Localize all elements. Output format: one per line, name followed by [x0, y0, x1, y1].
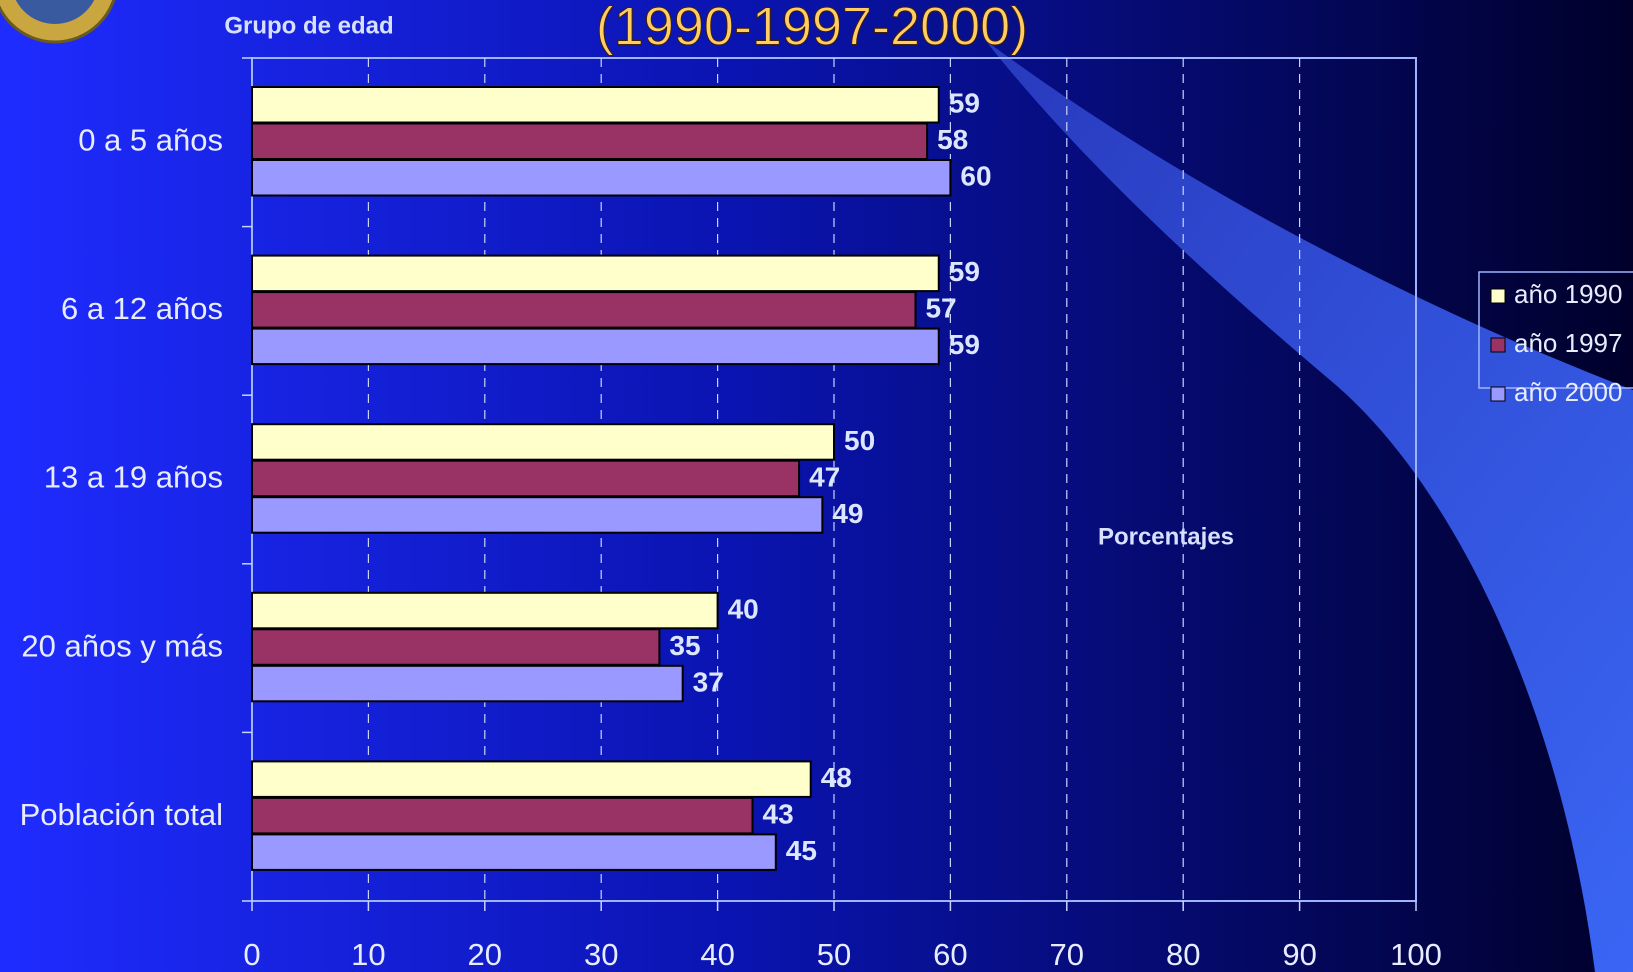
x-tick-label: 70	[1050, 937, 1084, 972]
value-label: 37	[693, 666, 724, 697]
y-tick-label: 20 años y más	[21, 628, 223, 663]
legend: año 1990 año 1997 año 2000	[1479, 272, 1633, 407]
value-label: 48	[821, 762, 852, 793]
legend-label: año 1990	[1514, 279, 1622, 309]
y-tick-label: 6 a 12 años	[61, 291, 223, 326]
bar	[252, 761, 811, 797]
x-tick-label: 30	[584, 937, 618, 972]
value-label: 59	[949, 256, 980, 287]
value-label: 40	[728, 593, 759, 624]
bar	[252, 666, 683, 702]
x-tick-label: 20	[468, 937, 502, 972]
bar	[252, 461, 799, 497]
x-tick-label: 0	[243, 937, 260, 972]
value-label: 43	[763, 799, 794, 830]
value-label: 60	[960, 161, 991, 192]
bar	[252, 329, 939, 365]
value-label: 47	[809, 461, 840, 492]
x-tick-label: 60	[933, 937, 967, 972]
value-label: 45	[786, 835, 817, 866]
x-tick-label: 90	[1282, 937, 1316, 972]
value-label: 57	[925, 293, 956, 324]
y-tick-label: 0 a 5 años	[78, 122, 223, 157]
value-label: 35	[669, 630, 700, 661]
value-label: 58	[937, 124, 968, 155]
bar	[252, 124, 927, 160]
value-label: 59	[949, 88, 980, 119]
bar	[252, 834, 776, 870]
bar	[252, 292, 915, 328]
bar	[252, 424, 834, 460]
bar	[252, 798, 753, 834]
x-tick-label: 50	[817, 937, 851, 972]
bar	[252, 593, 718, 629]
bar	[252, 160, 950, 196]
y-tick-label: Población total	[20, 797, 223, 832]
bar	[252, 629, 659, 665]
bar	[252, 87, 939, 123]
chart-title: (1990-1997-2000)	[596, 0, 1028, 56]
x-tick-label: 40	[700, 937, 734, 972]
x-tick-label: 10	[351, 937, 385, 972]
value-label: 59	[949, 329, 980, 360]
legend-label: año 1997	[1514, 328, 1622, 358]
bar	[252, 256, 939, 292]
y-tick-label: 13 a 19 años	[44, 460, 223, 495]
value-label: 49	[832, 498, 863, 529]
slide: (1990-1997-2000) Grupo de edad Porcentaj…	[0, 0, 1633, 972]
legend-swatch	[1491, 289, 1505, 303]
legend-label: año 2000	[1514, 377, 1622, 407]
x-tick-label: 100	[1390, 937, 1442, 972]
x-tick-label: 80	[1166, 937, 1200, 972]
bar	[252, 497, 822, 533]
y-axis-title: Grupo de edad	[224, 12, 393, 39]
legend-swatch	[1491, 338, 1505, 352]
value-label: 50	[844, 425, 875, 456]
legend-swatch	[1491, 387, 1505, 401]
x-axis-title: Porcentajes	[1098, 523, 1234, 550]
